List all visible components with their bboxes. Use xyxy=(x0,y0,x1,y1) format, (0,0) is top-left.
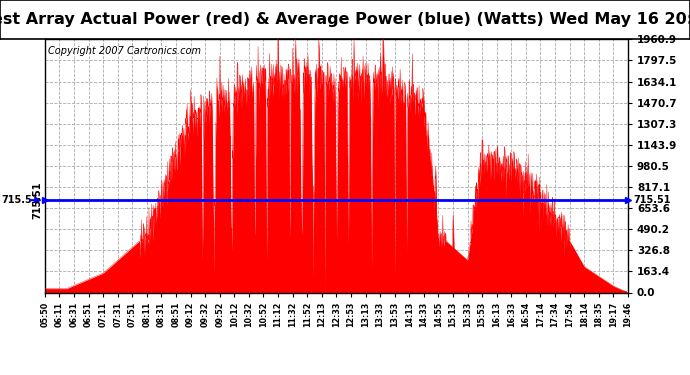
Text: 715.51: 715.51 xyxy=(33,182,43,219)
Text: 715.51: 715.51 xyxy=(633,195,671,205)
Text: 715.51: 715.51 xyxy=(1,195,39,205)
Text: Copyright 2007 Cartronics.com: Copyright 2007 Cartronics.com xyxy=(48,46,201,56)
Text: West Array Actual Power (red) & Average Power (blue) (Watts) Wed May 16 20:03: West Array Actual Power (red) & Average … xyxy=(0,12,690,27)
